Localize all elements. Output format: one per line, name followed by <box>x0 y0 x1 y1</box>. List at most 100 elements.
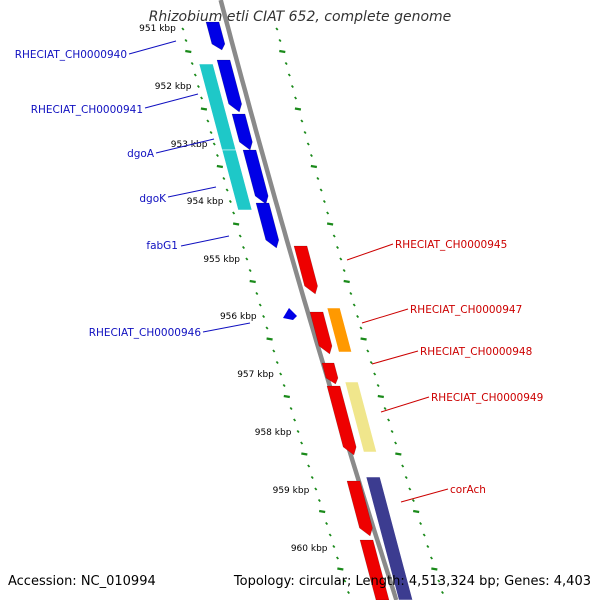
forward-tick <box>346 590 350 595</box>
forward-tick <box>228 199 232 204</box>
reverse-tick <box>437 579 441 583</box>
reverse-gene-label[interactable]: RHECIAT_CH0000947 <box>410 304 522 316</box>
forward-leader-line <box>202 322 251 333</box>
gene-arrow-next[interactable] <box>359 539 390 600</box>
scale-label: 959 kbp <box>273 486 310 496</box>
scale-label: 956 kbp <box>220 312 257 322</box>
gene-labels[interactable]: RHECIAT_CH0000940 RHECIAT_CH0000941 dgoA dg… <box>15 40 544 503</box>
reverse-tick <box>404 475 408 480</box>
reverse-tick <box>360 337 367 341</box>
reverse-tick <box>419 521 423 526</box>
reverse-tick <box>369 360 373 365</box>
forward-gene-label[interactable]: fabG1 <box>146 240 178 252</box>
gene-arrow-fabG1[interactable] <box>255 202 280 249</box>
forward-tick <box>317 498 321 503</box>
forward-gene-label[interactable]: RHECIAT_CH0000946 <box>89 327 202 339</box>
forward-leader-line <box>167 186 217 198</box>
forward-tick <box>296 429 300 434</box>
scale-label: 960 kbp <box>291 544 328 554</box>
forward-gene-label[interactable]: RHECIAT_CH0000940 <box>15 49 127 61</box>
forward-tick <box>265 326 269 330</box>
forward-gene-label[interactable]: dgoK <box>139 193 167 205</box>
forward-tick <box>245 257 249 261</box>
reverse-tick <box>401 464 405 468</box>
reverse-tick <box>303 130 307 135</box>
reverse-tick <box>352 303 356 307</box>
gene-arrow-0949[interactable] <box>326 385 357 456</box>
forward-leader-line <box>144 93 199 109</box>
forward-tick <box>215 153 219 158</box>
forward-tick <box>343 579 347 583</box>
gene-arrow-dgoA[interactable] <box>231 113 253 151</box>
reverse-tick <box>316 176 320 181</box>
gene-arrow-0947[interactable] <box>309 311 333 355</box>
reverse-tick <box>429 556 433 560</box>
forward-tick <box>238 234 242 238</box>
forward-tick <box>301 452 308 456</box>
reverse-leader-line <box>400 488 449 503</box>
reverse-tick <box>440 590 444 595</box>
forward-tick <box>193 73 197 77</box>
reverse-tick <box>411 498 415 503</box>
forward-tick <box>289 406 293 411</box>
reverse-tick <box>310 164 318 169</box>
operon-bar-purple[interactable] <box>365 476 414 600</box>
reverse-tick <box>300 119 304 123</box>
reverse-tick <box>284 61 288 66</box>
reverse-tick <box>359 326 363 330</box>
gene-arrow-0948[interactable] <box>321 362 339 385</box>
reverse-tick <box>377 394 384 399</box>
reverse-gene-label[interactable]: RHECIAT_CH0000948 <box>420 346 532 358</box>
forward-leader-line <box>180 235 230 247</box>
forward-tick <box>262 314 266 319</box>
tick-marks <box>181 27 444 595</box>
reverse-gene-label[interactable]: corAch <box>450 484 486 496</box>
scale-label: 955 kbp <box>203 255 240 265</box>
reverse-tick <box>294 107 302 111</box>
forward-tick <box>200 107 208 111</box>
gene-arrow-0941[interactable] <box>216 59 242 113</box>
forward-tick <box>249 279 256 284</box>
forward-tick <box>325 521 329 526</box>
reverse-tick <box>309 153 313 158</box>
forward-tick <box>206 119 210 123</box>
reverse-gene-label[interactable]: RHECIAT_CH0000949 <box>431 392 543 404</box>
forward-tick <box>232 222 240 226</box>
reverse-tick <box>394 441 398 445</box>
forward-tick <box>283 394 290 399</box>
operon-bar-yellow[interactable] <box>344 381 377 453</box>
reverse-leader-line <box>380 396 430 413</box>
reverse-tick <box>412 509 420 514</box>
forward-tick <box>255 291 259 296</box>
operon-bar-2[interactable] <box>221 149 253 211</box>
gene-arrow-0940[interactable] <box>205 21 226 51</box>
operon-bar-orange[interactable] <box>326 307 353 353</box>
reverse-tick <box>275 27 279 31</box>
reverse-tick <box>287 73 291 77</box>
reverse-tick <box>376 383 380 388</box>
gene-arrow-corAch[interactable] <box>346 480 373 537</box>
forward-tick <box>181 27 185 31</box>
forward-gene-label[interactable]: RHECIAT_CH0000941 <box>31 104 143 116</box>
forward-tick <box>314 487 318 491</box>
genome-backbone <box>218 0 399 600</box>
forward-tick <box>222 176 226 181</box>
reverse-tick <box>326 222 334 226</box>
reverse-tick <box>322 199 326 204</box>
reverse-tick <box>326 211 330 215</box>
reverse-tick <box>390 429 394 434</box>
reverse-tick <box>306 142 310 146</box>
gene-arrow-0946[interactable] <box>283 308 297 320</box>
gene-arrow-0945[interactable] <box>293 245 318 295</box>
reverse-tick <box>332 234 336 238</box>
forward-gene-label[interactable]: dgoA <box>127 148 155 160</box>
gene-arrow-dgoK[interactable] <box>242 149 269 205</box>
forward-tick <box>266 337 273 341</box>
reverse-tick <box>422 533 426 537</box>
reverse-tick <box>426 544 430 549</box>
reverse-leader-line <box>371 350 419 365</box>
reverse-gene-label[interactable]: RHECIAT_CH0000945 <box>395 239 507 251</box>
forward-tick <box>272 349 276 353</box>
forward-tick <box>248 268 252 273</box>
gene-features <box>198 21 414 600</box>
